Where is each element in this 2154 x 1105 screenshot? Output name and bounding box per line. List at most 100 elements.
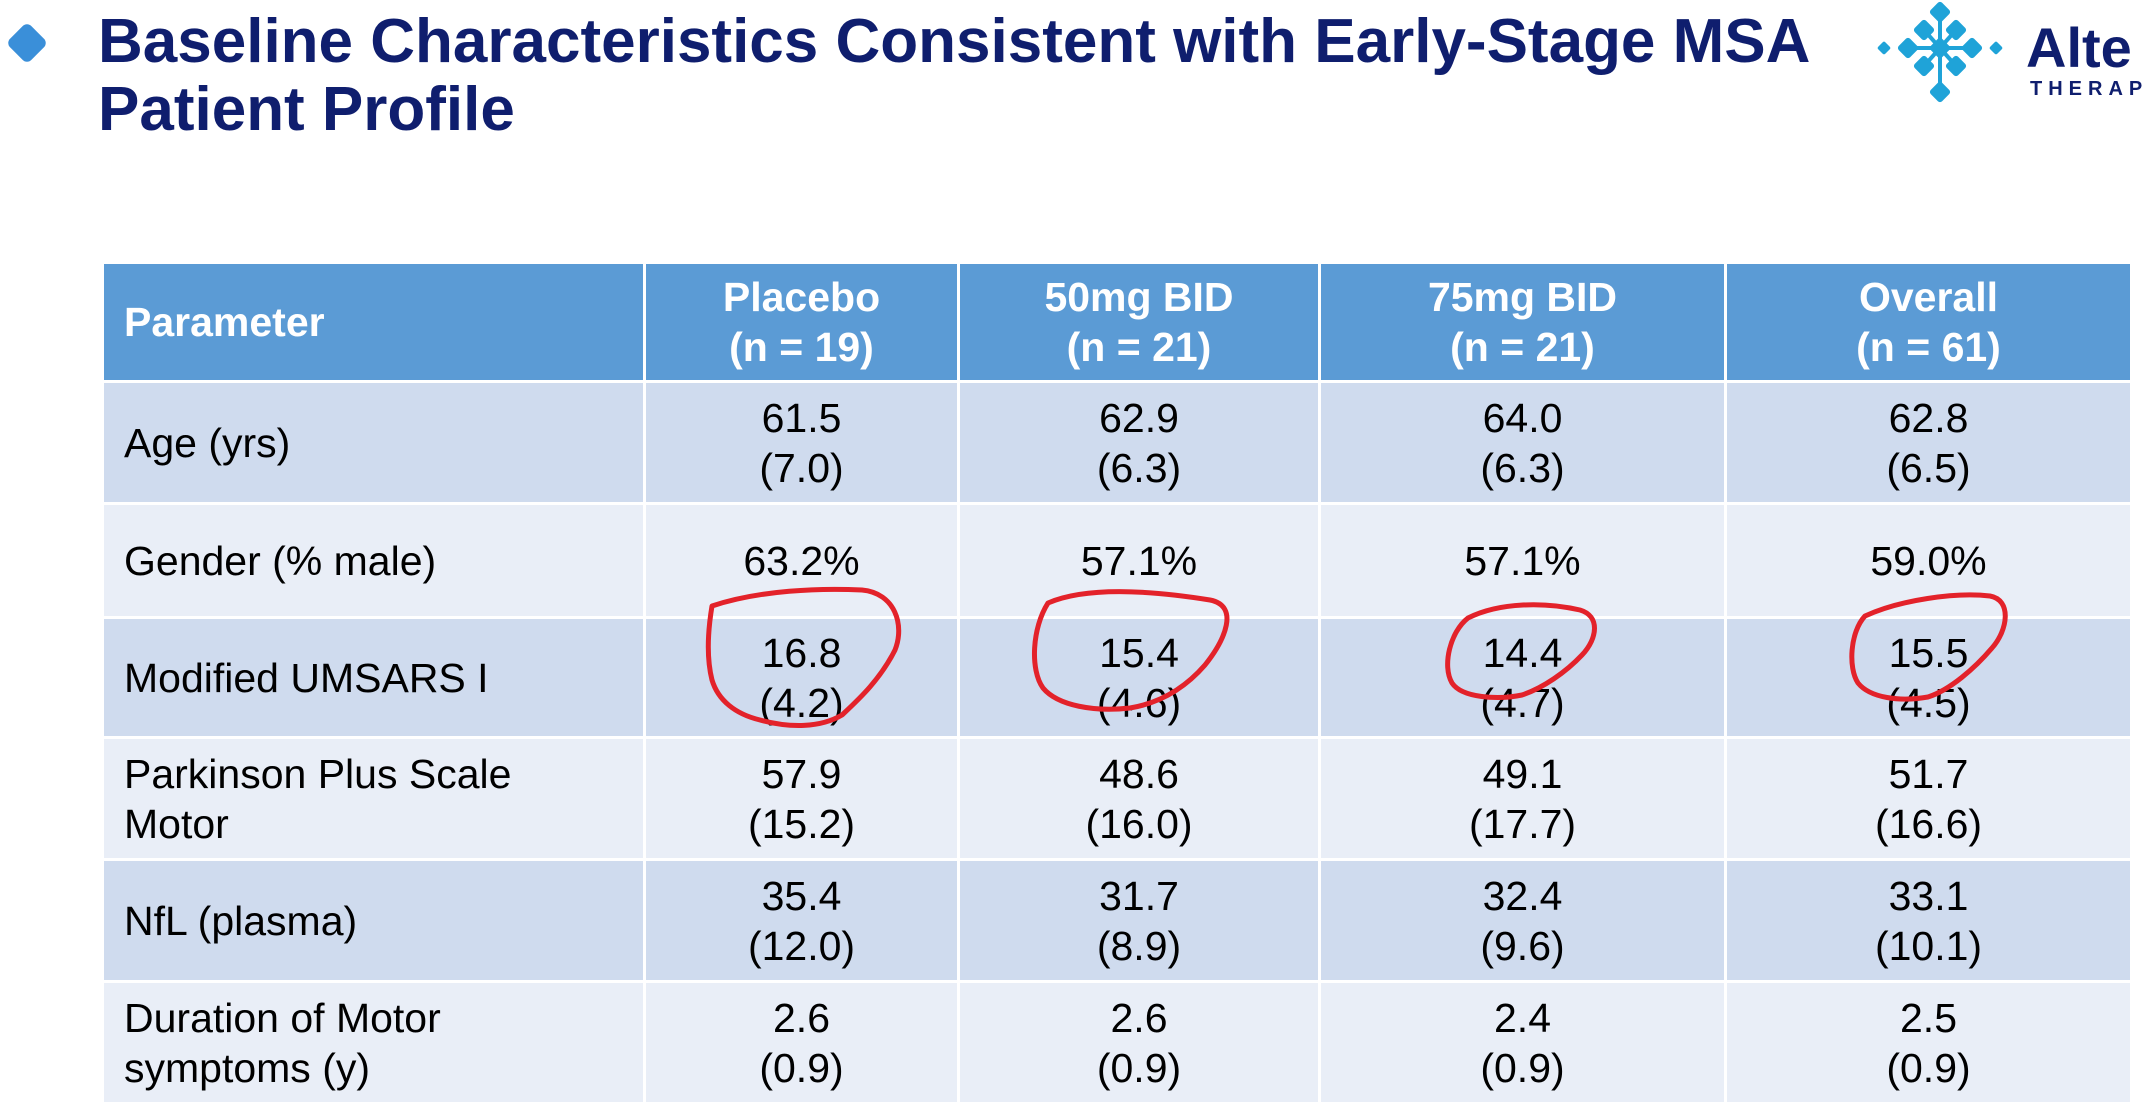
value-mean: 14.4: [1482, 629, 1563, 676]
value-mean: 35.4: [761, 872, 842, 919]
row-nfl-placebo: 35.4 (12.0): [643, 858, 960, 983]
value-sd: (0.9): [1096, 1044, 1182, 1091]
value-mean: 57.9: [761, 750, 842, 797]
row-nfl-label: NfL (plasma): [101, 858, 646, 983]
row-gender-placebo: 63.2%: [643, 502, 960, 619]
row-duration-motor-overall: 2.5 (0.9): [1724, 980, 2133, 1105]
value-mean: 15.5: [1888, 629, 1969, 676]
value-sd: (6.5): [1886, 444, 1971, 491]
label-line: Duration of Motor: [124, 994, 441, 1041]
row-parkinson-plus-overall: 51.7 (16.6): [1724, 736, 2133, 861]
company-logo: Alte THERAP: [1870, 0, 2154, 110]
label-line: Age (yrs): [124, 419, 291, 466]
header-placebo: Placebo (n = 19): [643, 261, 960, 383]
label-line: symptoms (y): [124, 1044, 370, 1091]
value-mean: 16.8: [761, 629, 842, 676]
row-nfl-50mg-bid: 31.7 (8.9): [957, 858, 1321, 983]
row-age-75mg-bid: 64.0 (6.3): [1318, 380, 1727, 505]
value-sd: (6.3): [1096, 444, 1182, 491]
row-duration-motor-50mg-bid: 2.6 (0.9): [957, 980, 1321, 1105]
baseline-table-container: Parameter Placebo (n = 19) 50mg BID (n = 2…: [101, 261, 2133, 1105]
value-mean: 32.4: [1482, 872, 1563, 919]
value-sd: (10.1): [1874, 922, 1983, 969]
logo-subtitle: THERAP: [2030, 78, 2149, 100]
row-modified-umsars-label: Modified UMSARS I: [101, 616, 646, 739]
value-sd: (16.0): [1085, 800, 1193, 847]
header-parameter: Parameter: [101, 261, 646, 383]
header-name: Overall: [1858, 274, 1999, 320]
table-row: Modified UMSARS I 16.8 (4.2) 15.4 (4.6) 14.4(…: [101, 616, 2133, 739]
logo-molecule-icon: [1877, 1, 2003, 103]
row-duration-motor-label: Duration of Motor symptoms (y): [101, 980, 646, 1105]
value-sd: (8.9): [1096, 922, 1182, 969]
label-line: Modified UMSARS I: [124, 654, 489, 701]
row-parkinson-plus-75mg-bid: 49.1 (17.7): [1318, 736, 1727, 861]
row-nfl-overall: 33.1 (10.1): [1724, 858, 2133, 983]
value-sd: (15.2): [747, 800, 856, 847]
value-mean: 61.5: [761, 394, 842, 441]
value-sd: (17.7): [1468, 800, 1577, 847]
row-parkinson-plus-50mg-bid: 48.6 (16.0): [957, 736, 1321, 861]
value-mean: 2.5: [1900, 994, 1957, 1041]
baseline-characteristics-table: Parameter Placebo (n = 19) 50mg BID (n = 2…: [101, 261, 2133, 1105]
label-line: Parkinson Plus Scale: [124, 750, 512, 797]
value-mean: 63.2%: [743, 537, 860, 584]
table-row: Gender (% male) 63.2% 57.1% 57.1% 59.0%: [101, 502, 2133, 619]
value-sd: (0.9): [1480, 1044, 1565, 1091]
value-mean: 15.4: [1099, 629, 1179, 676]
header-75mg-bid: 75mg BID (n = 21): [1318, 261, 1727, 383]
row-gender-label: Gender (% male): [101, 502, 646, 619]
header-n: (n = 21): [1066, 324, 1212, 370]
value-mean: 33.1: [1888, 872, 1969, 919]
label-line: Motor: [124, 800, 229, 847]
row-age-overall: 62.8 (6.5): [1724, 380, 2133, 505]
logo-name: Alte: [2026, 16, 2132, 79]
value-mean: 59.0%: [1870, 537, 1987, 584]
header-name: 75mg BID: [1427, 274, 1618, 320]
row-modified-umsars-overall: 15.5 (4.5): [1724, 616, 2133, 739]
value-sd: (9.6): [1480, 922, 1565, 969]
value-mean: 57.1%: [1080, 537, 1198, 584]
row-gender-75mg-bid: 57.1%: [1318, 502, 1727, 619]
value-sd: (12.0): [747, 922, 856, 969]
row-age-label: Age (yrs): [101, 380, 646, 505]
value-mean: 2.6: [773, 994, 830, 1041]
row-gender-50mg-bid: 57.1%: [957, 502, 1321, 619]
value-sd: (4.5): [1886, 679, 1971, 726]
value-sd: (4.7): [1480, 679, 1565, 726]
row-parkinson-plus-placebo: 57.9 (15.2): [643, 736, 960, 861]
table-header-row: Parameter Placebo (n = 19) 50mg BID (n = 2…: [101, 261, 2133, 383]
value-mean: 2.6: [1110, 994, 1168, 1041]
value-mean: 31.7: [1099, 872, 1179, 919]
label-line: Gender (% male): [124, 537, 437, 584]
value-sd: (4.2): [759, 679, 844, 726]
value-sd: (16.6): [1874, 800, 1983, 847]
value-sd: (0.9): [1886, 1044, 1971, 1091]
header-n: (n = 19): [729, 324, 874, 370]
row-duration-motor-placebo: 2.6 (0.9): [643, 980, 960, 1105]
title-bullet-icon: [5, 21, 49, 65]
value-mean: 48.6: [1099, 750, 1179, 797]
value-mean: 2.4: [1494, 994, 1551, 1041]
table-row: Age (yrs) 61.5 (7.0) 62.9 (6.3) 64.0 (6.3) 62.8…: [101, 380, 2133, 505]
row-nfl-75mg-bid: 32.4 (9.6): [1318, 858, 1727, 983]
header-name: Placebo: [722, 274, 881, 320]
table-row: NfL (plasma) 35.4 (12.0) 31.7 (8.9) 32.4 (9.6)…: [101, 858, 2133, 983]
value-sd: (0.9): [759, 1044, 844, 1091]
label-line: NfL (plasma): [124, 897, 358, 944]
row-modified-umsars-placebo: 16.8 (4.2): [643, 616, 960, 739]
value-mean: 62.8: [1888, 394, 1969, 441]
header-n: (n = 21): [1450, 324, 1595, 370]
row-age-placebo: 61.5 (7.0): [643, 380, 960, 505]
header-50mg-bid: 50mg BID (n = 21): [957, 261, 1321, 383]
slide-title: Baseline Characteristics Consistent with…: [98, 7, 1809, 144]
value-mean: 64.0: [1482, 394, 1563, 441]
row-modified-umsars-50mg-bid: 15.4 (4.6): [957, 616, 1321, 739]
header-overall: Overall (n = 61): [1724, 261, 2133, 383]
table-row: Duration of Motor symptoms (y) 2.6 (0.9) 2.6…: [101, 980, 2133, 1105]
value-mean: 57.1%: [1464, 537, 1581, 584]
value-mean: 49.1: [1482, 750, 1563, 797]
value-mean: 51.7: [1888, 750, 1969, 797]
row-age-50mg-bid: 62.9 (6.3): [957, 380, 1321, 505]
value-sd: (4.6): [1096, 679, 1182, 726]
